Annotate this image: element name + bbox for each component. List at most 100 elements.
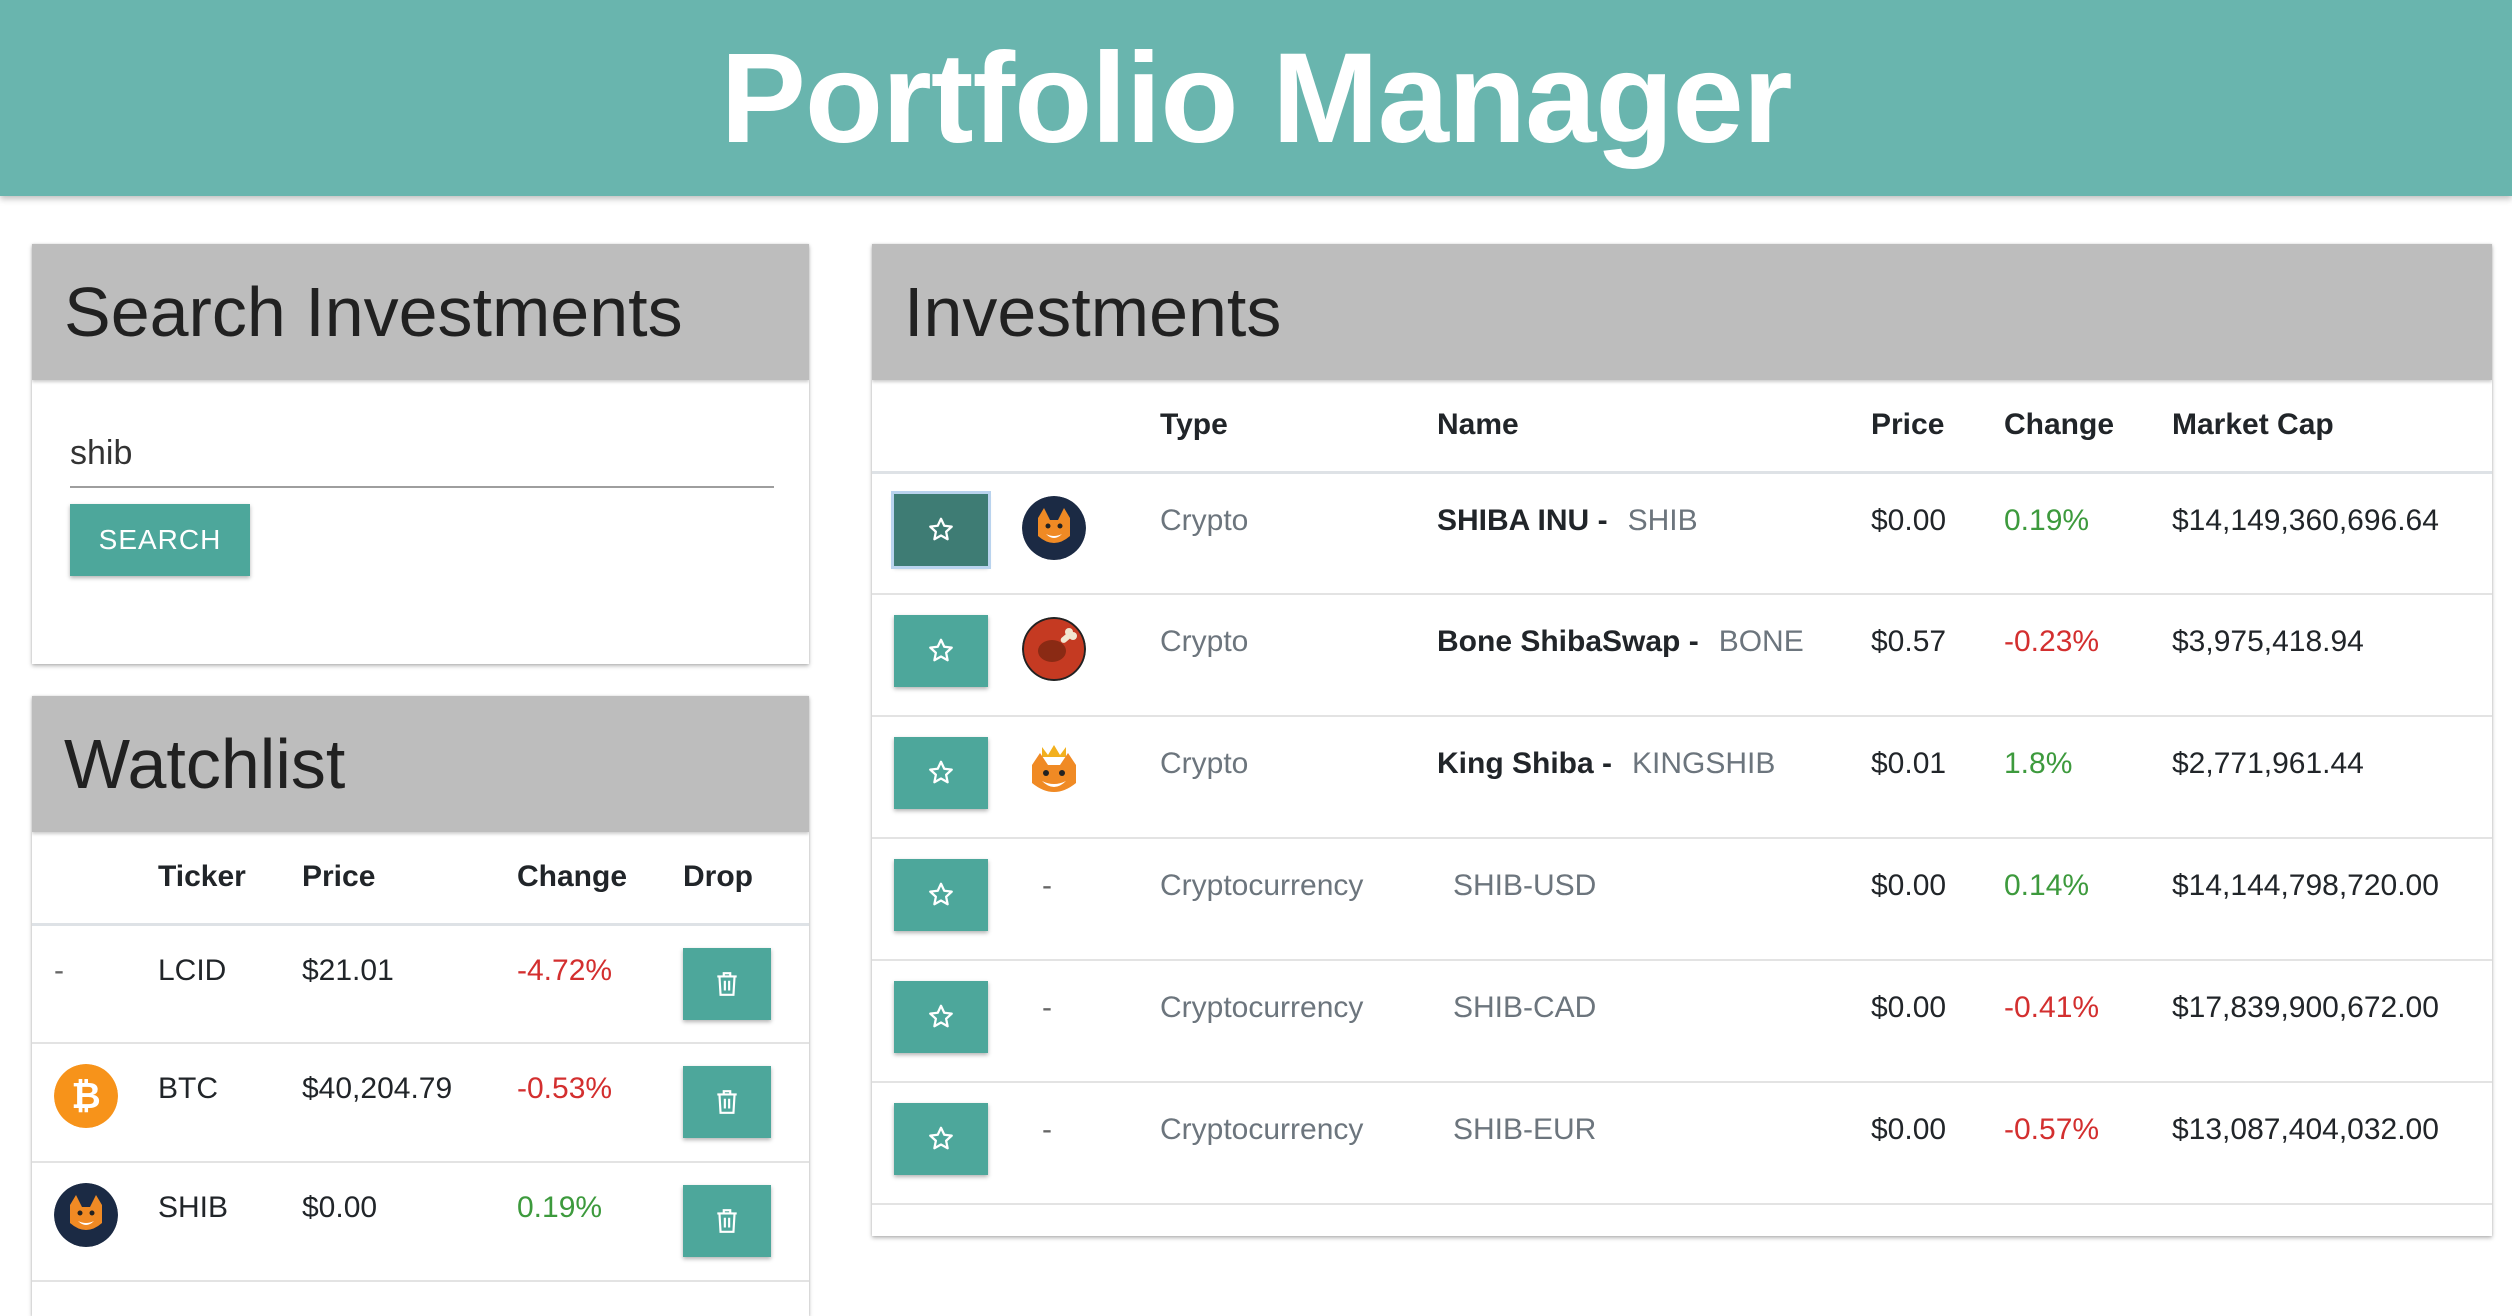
watchlist-table: Ticker Price Change Drop - LCID $21.01 -… <box>32 832 809 1282</box>
investment-symbol: SHIB-EUR <box>1453 1113 1597 1146</box>
investment-symbol: BONE <box>1718 625 1804 658</box>
investment-change: 0.14% <box>2004 838 2172 961</box>
investment-price: $0.00 <box>1871 472 2004 595</box>
search-button[interactable]: SEARCH <box>70 504 250 576</box>
trash-icon <box>717 1090 737 1114</box>
star-icon <box>929 517 953 540</box>
watchlist-col-ticker: Ticker <box>158 832 302 926</box>
watchlist-star-button[interactable] <box>894 981 988 1053</box>
watchlist-star-button[interactable] <box>891 490 991 569</box>
investment-market-cap: $2,771,961.44 <box>2172 716 2492 839</box>
watchlist-col-icon <box>32 832 158 926</box>
search-input[interactable] <box>70 420 774 488</box>
investments-col-star <box>872 380 1022 474</box>
investment-price: $0.00 <box>1871 1082 2004 1205</box>
investment-type: Crypto <box>1160 472 1437 595</box>
investment-type: Cryptocurrency <box>1160 1082 1437 1205</box>
trash-icon <box>717 1209 737 1233</box>
bone-icon <box>1022 617 1086 681</box>
watchlist-row: SHIB $0.00 0.19% <box>32 1162 809 1282</box>
investment-price: $0.01 <box>1871 716 2004 839</box>
investment-symbol: SHIB <box>1627 503 1698 537</box>
investment-row: Crypto Bone ShibaSwap - BONE $0.57 -0.23%… <box>872 594 2492 717</box>
investments-col-icon <box>1022 380 1160 474</box>
investment-market-cap: $17,839,900,672.00 <box>2172 960 2492 1083</box>
watchlist-card: Watchlist Ticker Price Change Drop - LCI… <box>32 696 809 1316</box>
investment-price: $0.00 <box>1871 838 2004 961</box>
watchlist-ticker: SHIB <box>158 1162 302 1282</box>
watchlist-star-button[interactable] <box>894 737 988 809</box>
watchlist-ticker: LCID <box>158 924 302 1044</box>
investment-change: -0.41% <box>2004 960 2172 1083</box>
king-shiba-icon <box>1032 745 1076 792</box>
drop-button[interactable] <box>683 947 771 1020</box>
drop-button[interactable] <box>683 1185 771 1257</box>
watchlist-price: $40,204.79 <box>302 1043 517 1163</box>
investment-market-cap: $13,087,404,032.00 <box>2172 1082 2492 1205</box>
investment-change: 1.8% <box>2004 716 2172 839</box>
watchlist-col-change: Change <box>517 832 683 926</box>
watchlist-header-row: Ticker Price Change Drop <box>32 832 809 926</box>
investment-symbol: SHIB-CAD <box>1453 991 1597 1024</box>
trash-icon <box>717 971 737 996</box>
star-icon <box>929 1004 953 1028</box>
investment-symbol: SHIB-USD <box>1453 869 1597 902</box>
investment-row: - Cryptocurrency SHIB-CAD $0.00 -0.41% $… <box>872 960 2492 1083</box>
investment-type: Crypto <box>1160 716 1437 839</box>
investment-symbol: KINGSHIB <box>1632 747 1776 780</box>
investment-type: Cryptocurrency <box>1160 960 1437 1083</box>
investment-row: - Cryptocurrency SHIB-EUR $0.00 -0.57% $… <box>872 1082 2492 1205</box>
watchlist-row: - LCID $21.01 -4.72% <box>32 924 809 1044</box>
investments-title: Investments <box>872 244 2492 380</box>
watchlist-title: Watchlist <box>32 696 809 832</box>
app-title: Portfolio Manager <box>720 26 1792 170</box>
star-icon <box>929 638 953 662</box>
bitcoin-icon: ₿ <box>54 1064 118 1128</box>
investment-row: Crypto King Shiba - KINGSHIB $0.01 1.8% $… <box>872 716 2492 839</box>
no-icon-dash: - <box>1042 991 1052 1024</box>
name-separator: - <box>1589 503 1608 537</box>
no-icon-dash: - <box>54 953 64 987</box>
star-icon <box>929 882 953 906</box>
watchlist-change: -0.53% <box>517 1043 683 1163</box>
no-icon-dash: - <box>1042 869 1052 902</box>
watchlist-change: -4.72% <box>517 924 683 1044</box>
investment-market-cap: $3,975,418.94 <box>2172 594 2492 717</box>
watchlist-change: 0.19% <box>517 1162 683 1282</box>
investment-change: 0.19% <box>2004 472 2172 595</box>
no-icon-dash: - <box>1042 1113 1052 1146</box>
search-card-title: Search Investments <box>32 244 809 380</box>
star-icon <box>929 760 953 784</box>
investments-header-row: Type Name Price Change Market Cap <box>872 380 2492 474</box>
svg-text:₿: ₿ <box>71 1075 100 1116</box>
watchlist-star-button[interactable] <box>894 859 988 931</box>
search-card: Search Investments SEARCH <box>32 244 809 664</box>
star-icon <box>929 1126 953 1150</box>
drop-button[interactable] <box>683 1066 771 1138</box>
watchlist-price: $0.00 <box>302 1162 517 1282</box>
shiba-inu-icon <box>1022 495 1086 560</box>
investments-col-name: Name <box>1437 380 1871 474</box>
investments-card: Investments Type Name Price Change Marke… <box>872 244 2492 1236</box>
watchlist-col-price: Price <box>302 832 517 926</box>
investment-row: - Cryptocurrency SHIB-USD $0.00 0.14% $1… <box>872 838 2492 961</box>
investment-market-cap: $14,149,360,696.64 <box>2172 472 2492 595</box>
investment-type: Crypto <box>1160 594 1437 717</box>
investment-change: -0.57% <box>2004 1082 2172 1205</box>
watchlist-col-drop: Drop <box>683 832 809 926</box>
watchlist-ticker: BTC <box>158 1043 302 1163</box>
shiba-inu-icon <box>54 1183 118 1247</box>
investment-change: -0.23% <box>2004 594 2172 717</box>
investments-col-change: Change <box>2004 380 2172 474</box>
investments-col-market-cap: Market Cap <box>2172 380 2492 474</box>
name-separator: - <box>1680 625 1699 658</box>
investments-table: Type Name Price Change Market Cap Crypto… <box>872 380 2492 1205</box>
investments-col-type: Type <box>1160 380 1437 474</box>
investment-price: $0.00 <box>1871 960 2004 1083</box>
watchlist-star-button[interactable] <box>894 615 988 687</box>
watchlist-star-button[interactable] <box>894 1103 988 1175</box>
investment-row: Crypto SHIBA INU - SHIB $0.00 0.19% $14,1… <box>872 472 2492 595</box>
investment-price: $0.57 <box>1871 594 2004 717</box>
watchlist-price: $21.01 <box>302 924 517 1044</box>
investments-col-price: Price <box>1871 380 2004 474</box>
